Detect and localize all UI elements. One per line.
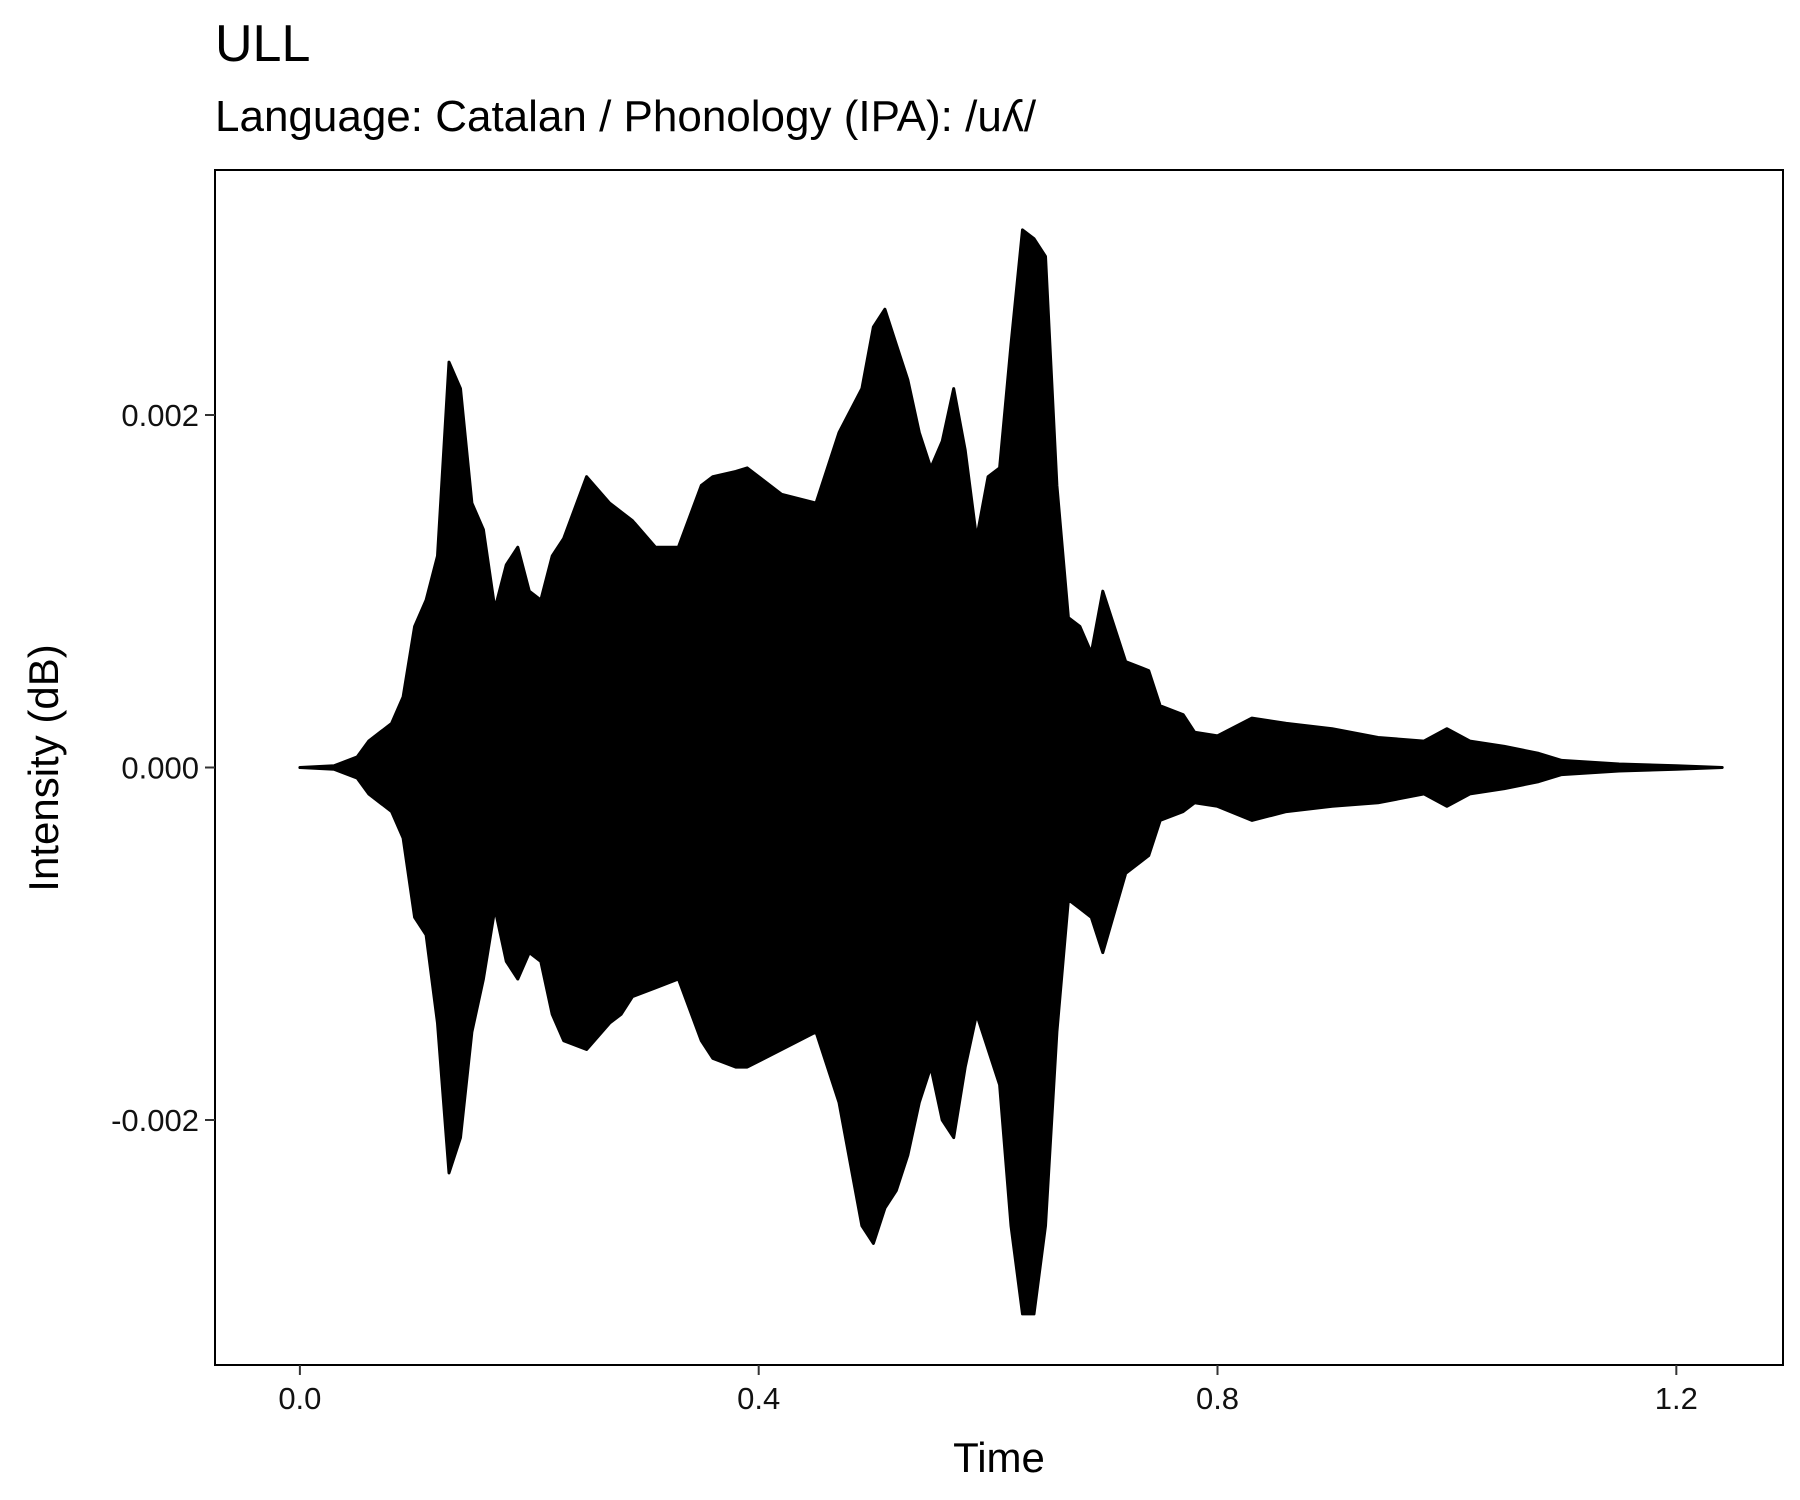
x-axis-title: Time: [953, 1434, 1045, 1481]
x-tick-label: 0.0: [278, 1381, 321, 1416]
waveform-layer: [298, 228, 1724, 1316]
y-axis: -0.002 0.000 0.002: [111, 398, 215, 1138]
x-tick-label: 0.4: [737, 1381, 780, 1416]
x-tick-label: 1.2: [1655, 1381, 1698, 1416]
y-tick-label: 0.002: [121, 398, 199, 433]
y-axis-title: Intensity (dB): [20, 644, 67, 891]
chart-subtitle: Language: Catalan / Phonology (IPA): /uʎ…: [215, 92, 1037, 141]
chart-title: ULL: [215, 15, 311, 73]
x-tick-label: 0.8: [1196, 1381, 1239, 1416]
y-tick-label: 0.000: [121, 751, 199, 786]
y-tick-label: -0.002: [111, 1103, 199, 1138]
x-axis: 0.0 0.4 0.8 1.2: [278, 1365, 1698, 1416]
